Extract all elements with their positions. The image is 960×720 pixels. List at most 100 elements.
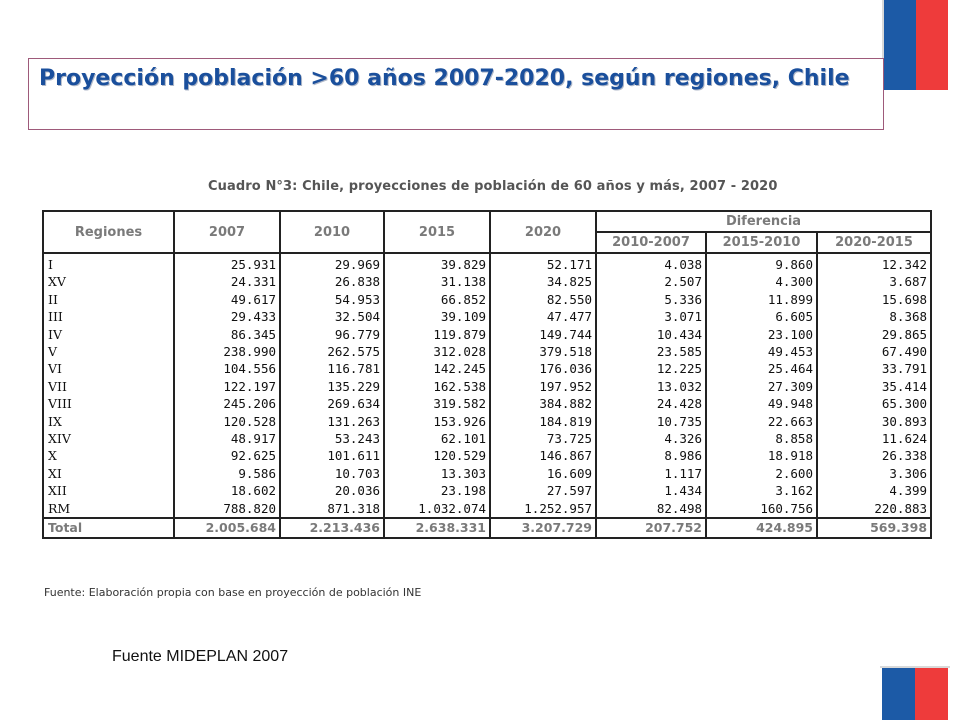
value-cell: 2.005.684 xyxy=(173,517,281,540)
value-cell: 788.820 xyxy=(173,499,281,519)
header-diferencia: Diferencia xyxy=(594,210,933,233)
value-cell: 184.819 xyxy=(489,412,597,431)
value-cell: 32.504 xyxy=(279,308,385,326)
value-cell: 220.883 xyxy=(815,499,933,519)
value-cell: 67.490 xyxy=(815,343,933,361)
slide-title-box: Proyección población >60 años 2007-2020,… xyxy=(28,58,884,130)
value-cell: 30.893 xyxy=(815,412,933,431)
value-cell: 149.744 xyxy=(489,325,597,344)
region-cell: IV xyxy=(42,325,175,344)
table-row: IV 86.345 96.779 119.879 149.744 10.434 23.100… xyxy=(42,325,933,344)
value-cell: 6.605 xyxy=(705,308,818,326)
region-cell: VII xyxy=(42,377,175,396)
value-cell: 53.243 xyxy=(279,430,385,448)
value-cell: 11.899 xyxy=(705,290,818,309)
value-cell: 22.663 xyxy=(705,412,818,431)
value-cell: 3.071 xyxy=(595,308,707,326)
value-cell: 3.162 xyxy=(705,482,818,500)
table-row: RM 788.820 871.318 1.032.074 1.252.957 82.498… xyxy=(42,499,933,519)
value-cell: 2.213.436 xyxy=(279,517,385,540)
value-cell: 569.398 xyxy=(815,517,933,540)
region-cell: Total xyxy=(42,517,175,540)
value-cell: 82.498 xyxy=(595,499,707,519)
flag-shadow xyxy=(880,666,950,668)
value-cell: 9.860 xyxy=(705,253,818,274)
value-cell: 52.171 xyxy=(489,253,597,274)
value-cell: 153.926 xyxy=(383,412,491,431)
value-cell: 26.338 xyxy=(815,447,933,465)
value-cell: 160.756 xyxy=(705,499,818,519)
slide-title: Proyección población >60 años 2007-2020,… xyxy=(39,66,850,91)
value-cell: 34.825 xyxy=(489,273,597,291)
value-cell: 66.852 xyxy=(383,290,491,309)
value-cell: 4.326 xyxy=(595,430,707,448)
value-cell: 1.032.074 xyxy=(383,499,491,519)
table-row: XIV 48.917 53.243 62.101 73.725 4.326 8.858 11.… xyxy=(42,430,933,448)
table-row: I 25.931 29.969 39.829 52.171 4.038 9.860 12.34… xyxy=(42,253,933,274)
flag-red-band xyxy=(915,668,948,720)
value-cell: 1.117 xyxy=(595,464,707,483)
table-row: VII 122.197 135.229 162.538 197.952 13.032 27.… xyxy=(42,377,933,396)
value-cell: 2.600 xyxy=(705,464,818,483)
value-cell: 5.336 xyxy=(595,290,707,309)
value-cell: 15.698 xyxy=(815,290,933,309)
value-cell: 29.433 xyxy=(173,308,281,326)
value-cell: 176.036 xyxy=(489,360,597,378)
value-cell: 26.838 xyxy=(279,273,385,291)
value-cell: 142.245 xyxy=(383,360,491,378)
value-cell: 424.895 xyxy=(705,517,818,540)
value-cell: 120.528 xyxy=(173,412,281,431)
header-year: 2015 xyxy=(383,210,491,254)
value-cell: 8.986 xyxy=(595,447,707,465)
value-cell: 4.038 xyxy=(595,253,707,274)
value-cell: 245.206 xyxy=(173,395,281,413)
value-cell: 10.434 xyxy=(595,325,707,344)
header-diff-col: 2010-2007 xyxy=(595,231,707,254)
value-cell: 9.586 xyxy=(173,464,281,483)
flag-shadow xyxy=(882,0,884,92)
table-row: VIII 245.206 269.634 319.582 384.882 24.428 49… xyxy=(42,395,933,413)
value-cell: 4.300 xyxy=(705,273,818,291)
value-cell: 122.197 xyxy=(173,377,281,396)
value-cell: 146.867 xyxy=(489,447,597,465)
value-cell: 49.948 xyxy=(705,395,818,413)
table-row: II 49.617 54.953 66.852 82.550 5.336 11.899 15.… xyxy=(42,290,933,309)
value-cell: 24.428 xyxy=(595,395,707,413)
region-cell: VI xyxy=(42,360,175,378)
value-cell: 135.229 xyxy=(279,377,385,396)
header-year: 2010 xyxy=(279,210,385,254)
value-cell: 104.556 xyxy=(173,360,281,378)
value-cell: 16.609 xyxy=(489,464,597,483)
value-cell: 27.309 xyxy=(705,377,818,396)
table-row: IX 120.528 131.263 153.926 184.819 10.735 22.6… xyxy=(42,412,933,431)
table-total-row: Total 2.005.684 2.213.436 2.638.331 3.207.72… xyxy=(42,517,933,540)
value-cell: 119.879 xyxy=(383,325,491,344)
value-cell: 39.109 xyxy=(383,308,491,326)
value-cell: 49.617 xyxy=(173,290,281,309)
value-cell: 8.858 xyxy=(705,430,818,448)
value-cell: 18.602 xyxy=(173,482,281,500)
value-cell: 4.399 xyxy=(815,482,933,500)
value-cell: 11.624 xyxy=(815,430,933,448)
value-cell: 379.518 xyxy=(489,343,597,361)
chile-flag-mark-top xyxy=(884,0,948,90)
region-cell: VIII xyxy=(42,395,175,413)
region-cell: XIV xyxy=(42,430,175,448)
value-cell: 23.585 xyxy=(595,343,707,361)
region-cell: V xyxy=(42,343,175,361)
value-cell: 3.207.729 xyxy=(489,517,597,540)
value-cell: 20.036 xyxy=(279,482,385,500)
region-cell: II xyxy=(42,290,175,309)
value-cell: 23.198 xyxy=(383,482,491,500)
region-cell: I xyxy=(42,253,175,274)
value-cell: 54.953 xyxy=(279,290,385,309)
table-caption: Cuadro N°3: Chile, proyecciones de pobla… xyxy=(208,179,778,194)
value-cell: 871.318 xyxy=(279,499,385,519)
value-cell: 35.414 xyxy=(815,377,933,396)
value-cell: 96.779 xyxy=(279,325,385,344)
value-cell: 12.225 xyxy=(595,360,707,378)
value-cell: 18.918 xyxy=(705,447,818,465)
flag-blue-band xyxy=(882,668,915,720)
value-cell: 25.464 xyxy=(705,360,818,378)
value-cell: 116.781 xyxy=(279,360,385,378)
